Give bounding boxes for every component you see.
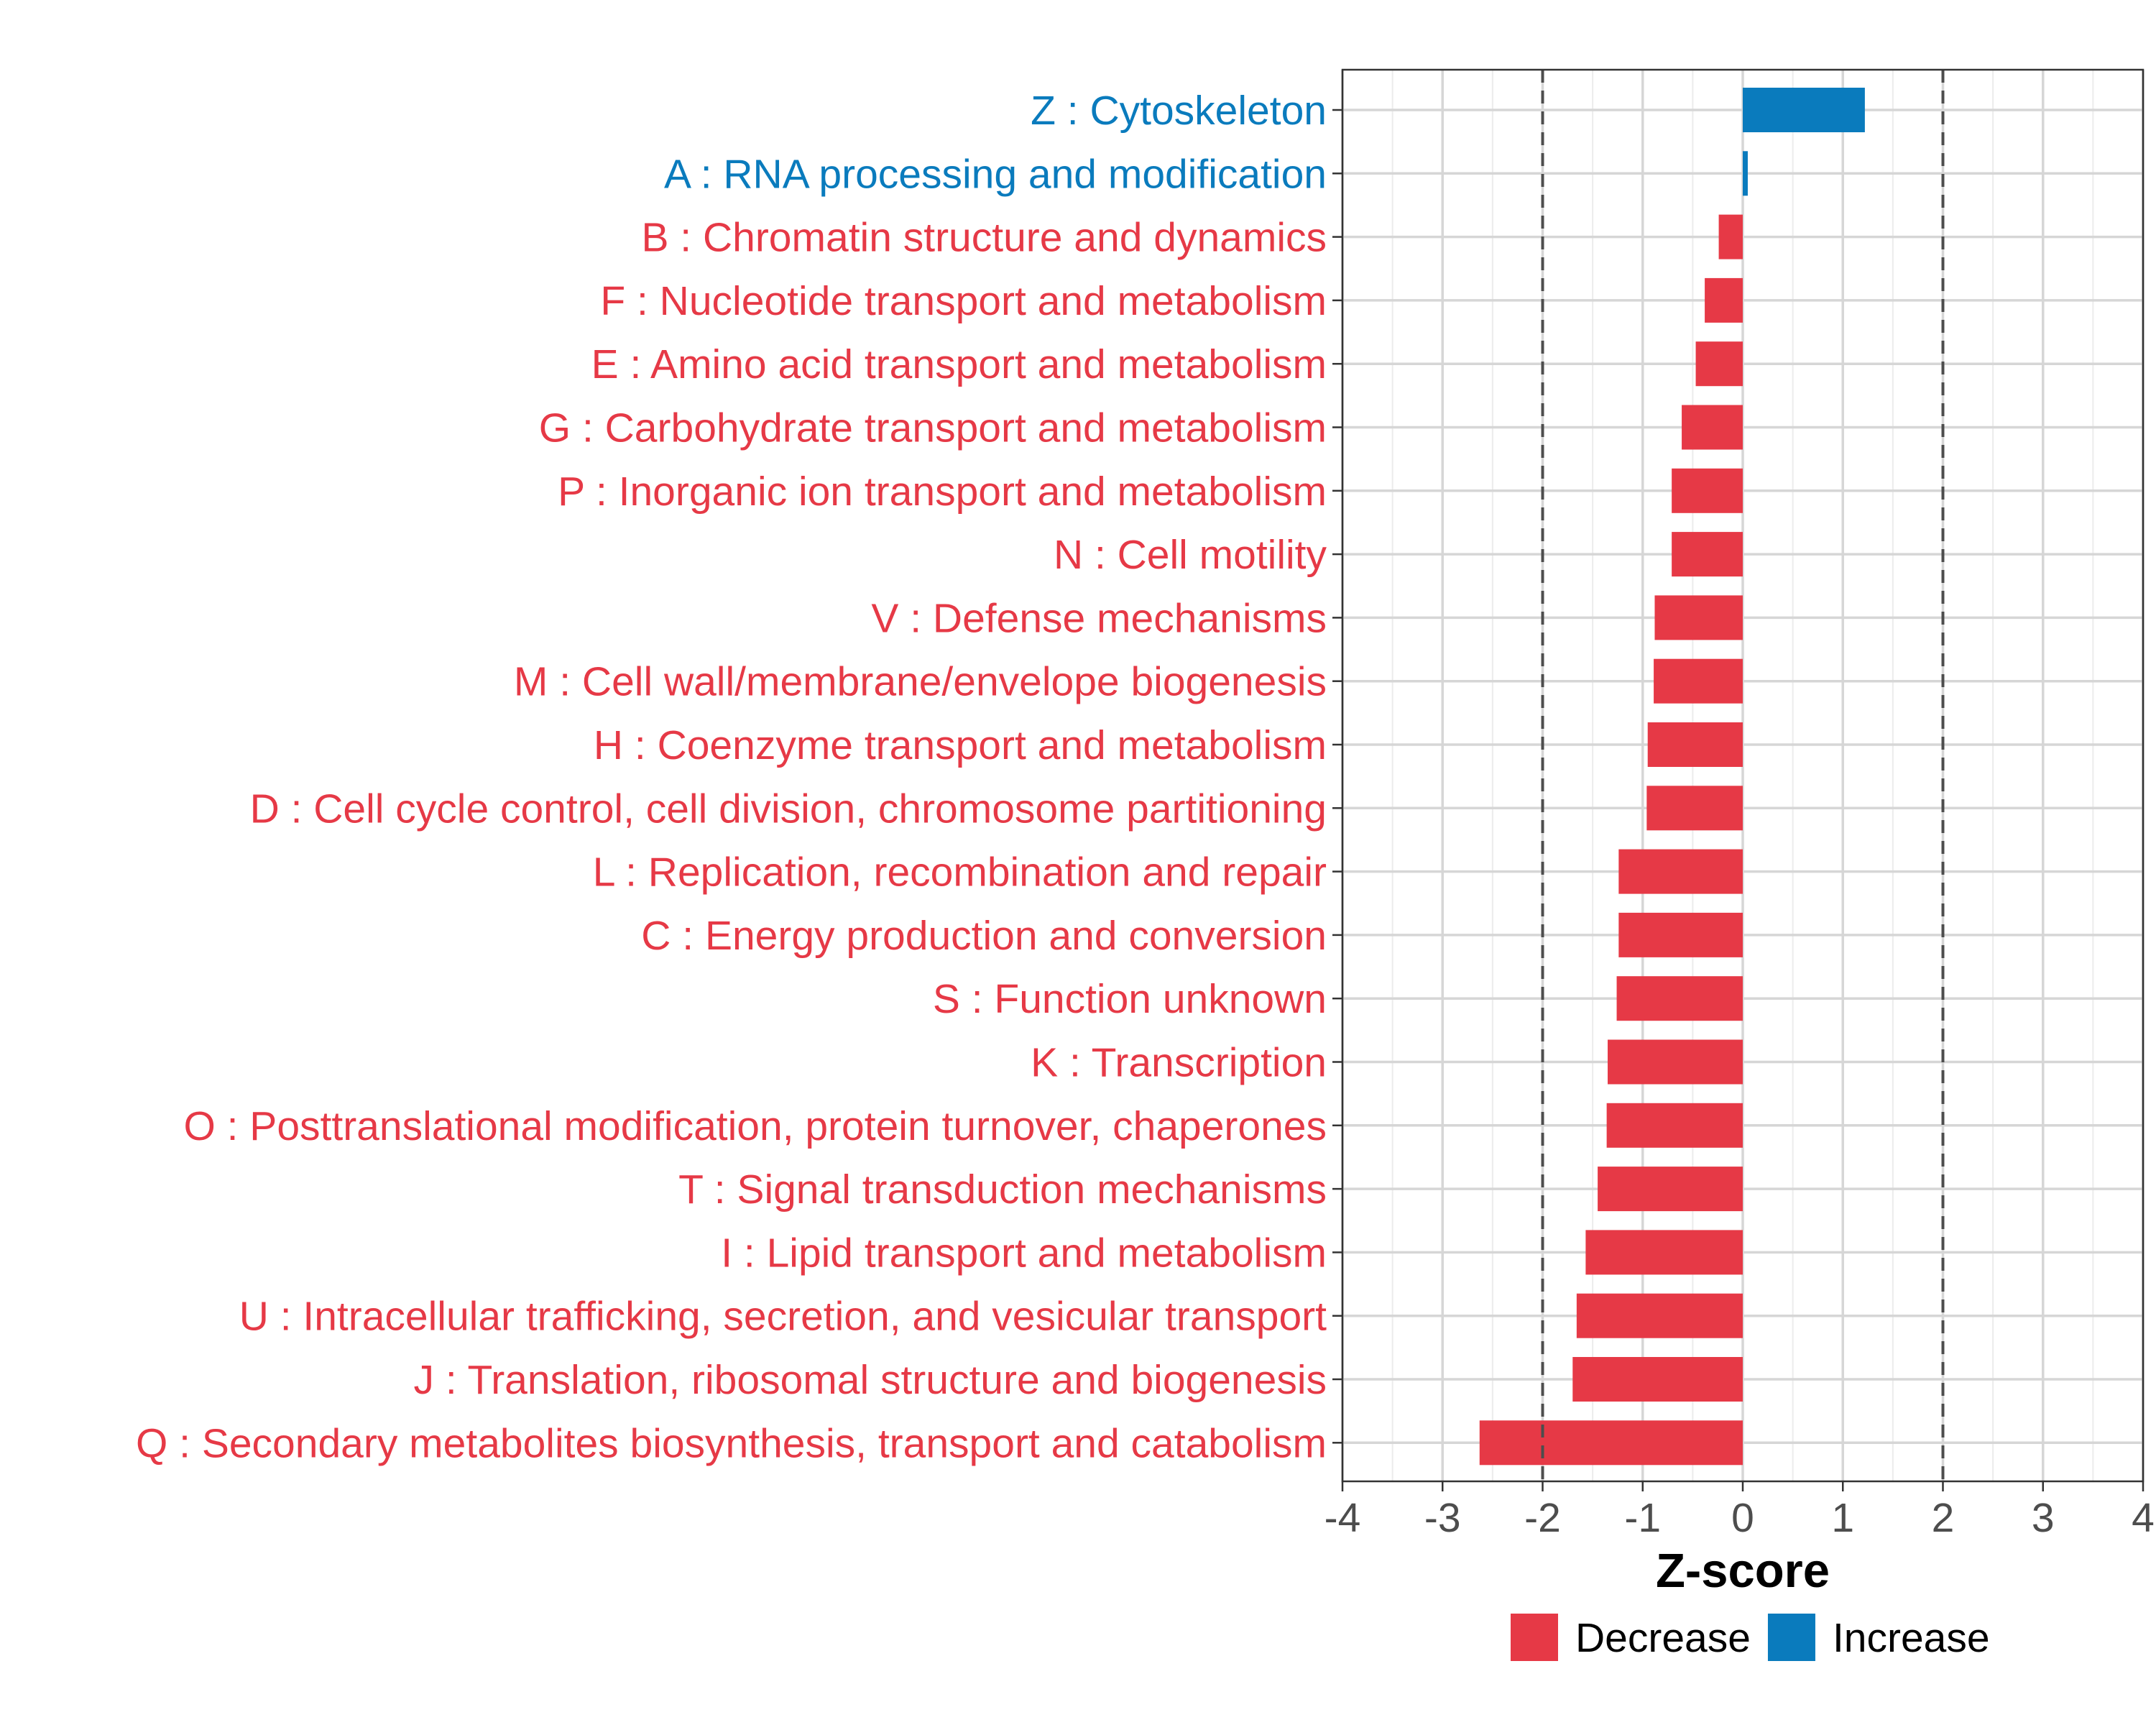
category-label: O : Posttranslational modification, prot…	[183, 1103, 1327, 1149]
legend-swatch-decrease	[1511, 1614, 1558, 1661]
bar-u	[1576, 1293, 1743, 1338]
x-tick-label: 0	[1731, 1495, 1754, 1541]
x-tick-label: 4	[2132, 1495, 2155, 1541]
bar-o	[1606, 1103, 1743, 1148]
x-tick-label: 1	[1831, 1495, 1854, 1541]
category-label: V : Defense mechanisms	[871, 595, 1327, 641]
x-tick-label: -1	[1624, 1495, 1661, 1541]
x-axis-title: Z-score	[1656, 1544, 1830, 1598]
x-tick-label: 2	[1932, 1495, 1955, 1541]
bar-n	[1672, 532, 1743, 577]
bar-g	[1682, 405, 1743, 450]
bar-j	[1572, 1357, 1743, 1402]
category-label: T : Signal transduction mechanisms	[678, 1167, 1327, 1213]
category-label: S : Function unknown	[933, 976, 1327, 1022]
category-label: N : Cell motility	[1054, 532, 1327, 578]
x-tick-label: 3	[2032, 1495, 2055, 1541]
category-label: Q : Secondary metabolites biosynthesis, …	[136, 1420, 1327, 1466]
legend-label-increase: Increase	[1833, 1615, 1990, 1661]
bar-p	[1672, 468, 1743, 513]
category-label: B : Chromatin structure and dynamics	[641, 215, 1327, 261]
bar-h	[1647, 722, 1743, 767]
bar-t	[1598, 1167, 1743, 1212]
bar-l	[1618, 849, 1743, 894]
bar-m	[1654, 658, 1743, 704]
category-label: I : Lipid transport and metabolism	[721, 1230, 1327, 1276]
category-label: L : Replication, recombination and repai…	[593, 850, 1327, 896]
category-label: G : Carbohydrate transport and metabolis…	[539, 405, 1327, 451]
category-label: U : Intracellular trafficking, secretion…	[239, 1294, 1327, 1340]
bar-d	[1646, 786, 1743, 831]
legend-swatch-increase	[1767, 1614, 1815, 1661]
threshold-layer	[1541, 70, 1945, 1481]
bar-e	[1695, 341, 1743, 387]
category-label: D : Cell cycle control, cell division, c…	[250, 786, 1327, 832]
legend: Decrease Increase	[1511, 1614, 1990, 1661]
legend-label-decrease: Decrease	[1575, 1615, 1751, 1661]
bar-f	[1705, 277, 1743, 323]
bar-i	[1585, 1230, 1743, 1275]
category-label: H : Coenzyme transport and metabolism	[594, 722, 1327, 768]
bar-k	[1608, 1039, 1743, 1085]
bar-s	[1616, 976, 1743, 1021]
bar-a	[1743, 151, 1748, 196]
category-labels: Z : Cytoskeleton A : RNA processing and m…	[136, 88, 1327, 1466]
x-tick-label: -4	[1325, 1495, 1361, 1541]
category-label: A : RNA processing and modification	[664, 151, 1327, 197]
category-label: C : Energy production and conversion	[641, 913, 1327, 959]
bar-v	[1654, 595, 1743, 640]
category-label: P : Inorganic ion transport and metaboli…	[558, 469, 1327, 515]
category-label: J : Translation, ribosomal structure and…	[414, 1357, 1327, 1403]
x-axis: -4 -3 -2 -1 0 1 2 3 4	[1325, 109, 2155, 1541]
bar-b	[1718, 214, 1743, 259]
category-label: F : Nucleotide transport and metabolism	[600, 278, 1327, 324]
bar-q	[1479, 1420, 1743, 1466]
x-tick-label: -3	[1424, 1495, 1461, 1541]
category-label: M : Cell wall/membrane/envelope biogenes…	[514, 659, 1327, 705]
bar-z	[1743, 88, 1865, 132]
bar-layer	[1479, 88, 1865, 1466]
category-label: K : Transcription	[1031, 1040, 1327, 1086]
category-label: Z : Cytoskeleton	[1031, 88, 1327, 134]
x-tick-label: -2	[1524, 1495, 1561, 1541]
category-label: E : Amino acid transport and metabolism	[591, 341, 1327, 387]
bar-c	[1618, 912, 1743, 957]
